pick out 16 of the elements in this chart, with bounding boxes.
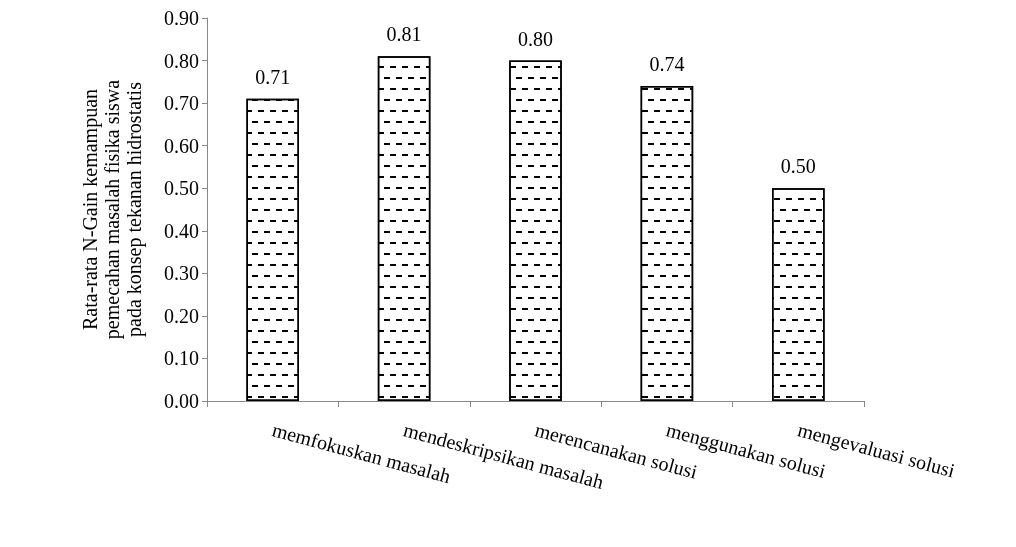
y-tick-label: 0.60 xyxy=(164,134,199,157)
y-tick-label: 0.40 xyxy=(164,219,199,242)
y-tick-label: 0.20 xyxy=(164,304,199,327)
y-tick-label: 0.80 xyxy=(164,49,199,72)
data-label: 0.74 xyxy=(649,53,685,76)
y-axis-title: Rata-rata N-Gain kemampuan pemecahan masalah fisika siswa pada konsep tekanan hidrostatis xyxy=(79,79,146,340)
data-label: 0.80 xyxy=(518,27,553,50)
y-tick-label: 0.70 xyxy=(164,92,199,115)
y-tick-label: 0.90 xyxy=(164,7,199,29)
y-tick-label: 0.50 xyxy=(164,177,199,200)
data-label: 0.50 xyxy=(780,155,816,178)
y-tick-label: 0.10 xyxy=(164,347,199,370)
y-tick-label: 0.00 xyxy=(164,390,199,412)
data-label: 0.71 xyxy=(255,65,291,88)
data-label: 0.81 xyxy=(386,23,422,46)
y-tick-label: 0.30 xyxy=(164,262,199,285)
